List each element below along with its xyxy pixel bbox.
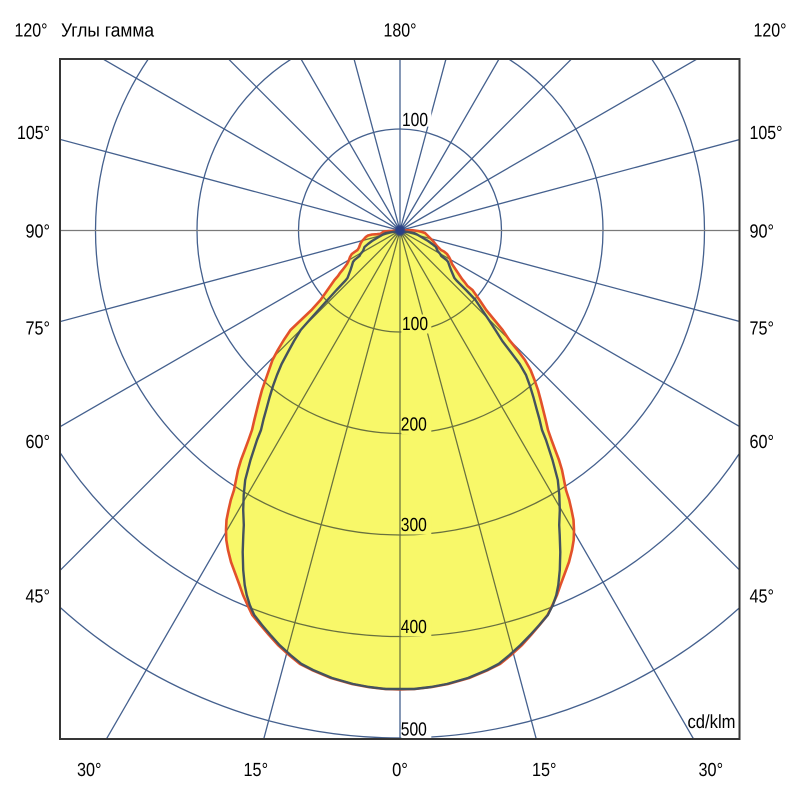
svg-text:75°: 75°	[750, 318, 775, 339]
svg-text:45°: 45°	[750, 586, 775, 607]
svg-text:15°: 15°	[244, 760, 269, 781]
svg-text:300: 300	[401, 515, 427, 536]
svg-text:0°: 0°	[392, 760, 408, 781]
svg-text:90°: 90°	[750, 222, 775, 243]
svg-text:cd/klm: cd/klm	[688, 712, 736, 733]
svg-text:100: 100	[402, 110, 428, 131]
svg-text:100: 100	[402, 314, 428, 335]
svg-text:90°: 90°	[26, 222, 51, 243]
svg-text:75°: 75°	[26, 318, 51, 339]
svg-text:15°: 15°	[532, 760, 557, 781]
svg-text:180°: 180°	[384, 21, 417, 42]
svg-text:60°: 60°	[750, 432, 775, 453]
svg-text:105°: 105°	[17, 123, 50, 144]
svg-text:30°: 30°	[699, 760, 724, 781]
svg-text:200: 200	[401, 415, 427, 436]
svg-text:120°: 120°	[15, 21, 48, 42]
svg-text:120°: 120°	[754, 21, 787, 42]
svg-text:400: 400	[401, 617, 427, 638]
svg-text:60°: 60°	[26, 432, 51, 453]
svg-text:30°: 30°	[77, 760, 102, 781]
svg-text:45°: 45°	[26, 586, 51, 607]
svg-text:105°: 105°	[750, 123, 783, 144]
svg-text:500: 500	[401, 720, 427, 741]
svg-text:Углы гамма: Углы гамма	[61, 21, 154, 42]
